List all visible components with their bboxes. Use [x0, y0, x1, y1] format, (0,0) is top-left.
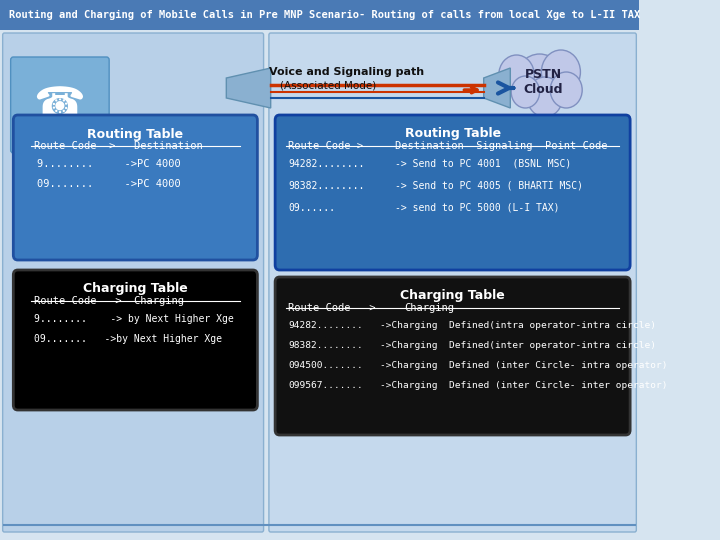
Text: ->Charging  Defined (inter Circle- inter operator): ->Charging Defined (inter Circle- inter … — [380, 381, 667, 390]
Text: ->Charging  Defined(intra operator-intra circle): ->Charging Defined(intra operator-intra … — [380, 321, 656, 330]
Polygon shape — [226, 68, 271, 108]
FancyBboxPatch shape — [269, 33, 636, 532]
Text: 94282........: 94282........ — [289, 159, 365, 169]
FancyBboxPatch shape — [0, 0, 639, 30]
Text: Routing Table: Routing Table — [87, 128, 183, 141]
Text: 094500.......: 094500....... — [289, 361, 363, 370]
Text: 09......: 09...... — [289, 203, 336, 213]
Text: 9........     ->PC 4000: 9........ ->PC 4000 — [37, 159, 181, 169]
Text: Routing and Charging of Mobile Calls in Pre MNP Scenario- Routing of calls from : Routing and Charging of Mobile Calls in … — [9, 10, 640, 20]
Text: -> send to PC 5000 (L-I TAX): -> send to PC 5000 (L-I TAX) — [395, 203, 559, 213]
Circle shape — [541, 50, 580, 94]
Text: -> Send to PC 4005 ( BHARTI MSC): -> Send to PC 4005 ( BHARTI MSC) — [395, 181, 583, 191]
Text: 98382........: 98382........ — [289, 181, 365, 191]
Circle shape — [511, 76, 539, 108]
FancyBboxPatch shape — [3, 33, 264, 532]
Text: PSTN
Cloud: PSTN Cloud — [523, 68, 563, 96]
FancyBboxPatch shape — [13, 270, 257, 410]
Text: 09.......   ->by Next Higher Xge: 09....... ->by Next Higher Xge — [34, 334, 222, 344]
Text: Route Code  ->: Route Code -> — [289, 303, 376, 313]
Text: Destination- Signaling  Point Code: Destination- Signaling Point Code — [395, 141, 608, 151]
Text: Voice and Signaling path: Voice and Signaling path — [269, 67, 423, 77]
Text: 98382........: 98382........ — [289, 341, 363, 350]
Circle shape — [527, 77, 562, 117]
Circle shape — [550, 72, 582, 108]
Text: Routing Table: Routing Table — [405, 127, 500, 140]
Polygon shape — [484, 68, 510, 108]
Text: 9........    -> by Next Higher Xge: 9........ -> by Next Higher Xge — [34, 314, 233, 324]
Text: (Associated Mode): (Associated Mode) — [280, 80, 377, 90]
Text: 09.......     ->PC 4000: 09....... ->PC 4000 — [37, 179, 181, 189]
FancyBboxPatch shape — [13, 115, 257, 260]
FancyBboxPatch shape — [275, 115, 630, 270]
Text: Route Code  ->  Charging: Route Code -> Charging — [34, 296, 184, 306]
Text: Charging Table: Charging Table — [83, 282, 187, 295]
Text: -> Send to PC 4001  (BSNL MSC): -> Send to PC 4001 (BSNL MSC) — [395, 159, 571, 169]
FancyBboxPatch shape — [11, 57, 109, 153]
Text: Route Code ->   Destination: Route Code -> Destination — [34, 141, 202, 151]
FancyBboxPatch shape — [275, 277, 630, 435]
Text: 94282........: 94282........ — [289, 321, 363, 330]
Circle shape — [499, 55, 534, 95]
Text: ☎: ☎ — [34, 84, 86, 126]
Text: Charging: Charging — [404, 303, 454, 313]
Text: 099567.......: 099567....... — [289, 381, 363, 390]
Text: ->Charging  Defined (inter Circle- intra operator): ->Charging Defined (inter Circle- intra … — [380, 361, 667, 370]
Text: ->Charging  Defined(inter operator-intra circle): ->Charging Defined(inter operator-intra … — [380, 341, 656, 350]
Circle shape — [515, 54, 564, 110]
Text: Charging Table: Charging Table — [400, 289, 505, 302]
Text: Route Code->: Route Code-> — [289, 141, 364, 151]
